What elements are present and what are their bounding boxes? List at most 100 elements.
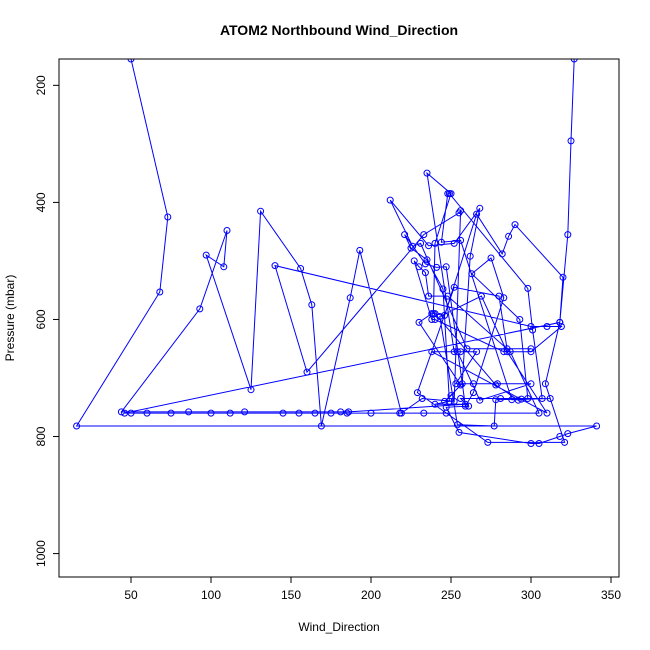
data-point <box>345 408 353 416</box>
data-point <box>564 430 572 438</box>
data-point <box>473 348 481 356</box>
data-point <box>455 428 463 436</box>
data-point <box>441 311 449 319</box>
series-group <box>73 59 601 447</box>
data-point <box>570 59 578 63</box>
data-point <box>73 422 81 430</box>
plot-frame <box>58 58 620 578</box>
data-point <box>490 422 498 430</box>
data-point <box>297 265 305 272</box>
data-point <box>407 244 415 252</box>
y-tick-label: 600 <box>34 309 48 329</box>
data-point <box>503 348 511 356</box>
data-point <box>444 190 452 198</box>
data-point <box>202 251 210 259</box>
data-point <box>535 440 543 447</box>
data-point <box>431 400 439 408</box>
data-point <box>564 231 572 239</box>
data-point <box>468 270 476 278</box>
data-point <box>561 438 569 446</box>
data-point <box>543 409 551 417</box>
data-point <box>469 389 477 397</box>
data-point <box>423 169 431 177</box>
data-point <box>425 242 433 250</box>
data-point <box>527 348 535 356</box>
data-point <box>527 323 535 330</box>
data-point <box>476 204 484 212</box>
data-point <box>495 292 503 300</box>
data-point <box>418 395 426 402</box>
data-point <box>257 207 265 215</box>
x-tick-label: 50 <box>124 588 138 602</box>
data-point <box>546 395 554 402</box>
data-point <box>444 292 452 300</box>
data-point <box>346 294 354 302</box>
data-point <box>143 409 151 417</box>
data-point <box>447 190 455 198</box>
data-point <box>247 386 255 394</box>
data-point <box>457 395 465 402</box>
data-point <box>466 252 474 260</box>
data-point <box>538 395 546 402</box>
data-point <box>303 368 311 376</box>
x-axis: 50 100 150 200 250 300 350 <box>124 576 621 602</box>
data-point <box>455 209 463 217</box>
data-point <box>524 395 532 402</box>
data-point <box>241 408 249 416</box>
data-point <box>401 231 409 239</box>
data-point <box>473 210 481 218</box>
data-point <box>410 257 418 265</box>
data-point <box>445 397 453 405</box>
x-tick-label: 150 <box>281 588 301 602</box>
data-point <box>421 269 429 277</box>
data-point <box>423 256 431 264</box>
data-point <box>556 318 564 326</box>
y-axis-label: Pressure (mbar) <box>3 275 17 362</box>
data-point <box>420 231 428 239</box>
data-point <box>458 380 466 388</box>
data-point <box>196 305 204 313</box>
data-point <box>417 239 425 247</box>
data-point <box>541 380 549 388</box>
data-point <box>441 397 449 405</box>
x-tick-label: 200 <box>361 588 381 602</box>
data-point <box>437 238 445 246</box>
data-point <box>514 396 522 404</box>
data-point <box>409 242 417 250</box>
data-point <box>156 288 164 296</box>
data-point <box>450 283 458 291</box>
data-point <box>311 409 319 417</box>
data-point <box>492 396 500 404</box>
data-point <box>442 409 450 417</box>
data-point <box>493 380 501 388</box>
data-point <box>469 380 477 388</box>
data-point <box>557 323 565 330</box>
data-point <box>442 263 450 271</box>
data-point <box>439 285 447 293</box>
data-point <box>450 239 458 247</box>
data-point <box>559 273 567 281</box>
data-point <box>498 250 506 258</box>
x-axis-label: Wind_Direction <box>298 620 379 634</box>
x-tick-label: 250 <box>441 588 461 602</box>
y-tick-label: 200 <box>34 75 48 95</box>
data-point <box>127 59 135 63</box>
data-point <box>497 395 505 402</box>
data-point <box>433 263 441 271</box>
data-point <box>279 409 287 417</box>
data-point <box>431 239 439 247</box>
data-point <box>425 292 433 300</box>
x-tick-label: 100 <box>201 588 221 602</box>
data-point <box>529 326 537 334</box>
data-point <box>543 323 551 330</box>
data-point <box>487 254 495 262</box>
data-point <box>593 422 601 430</box>
data-point <box>415 318 423 326</box>
data-point <box>431 316 439 323</box>
data-point <box>223 227 231 234</box>
data-point <box>500 294 508 302</box>
series-line <box>75 59 597 444</box>
data-point <box>484 438 492 446</box>
data-point <box>511 221 519 229</box>
